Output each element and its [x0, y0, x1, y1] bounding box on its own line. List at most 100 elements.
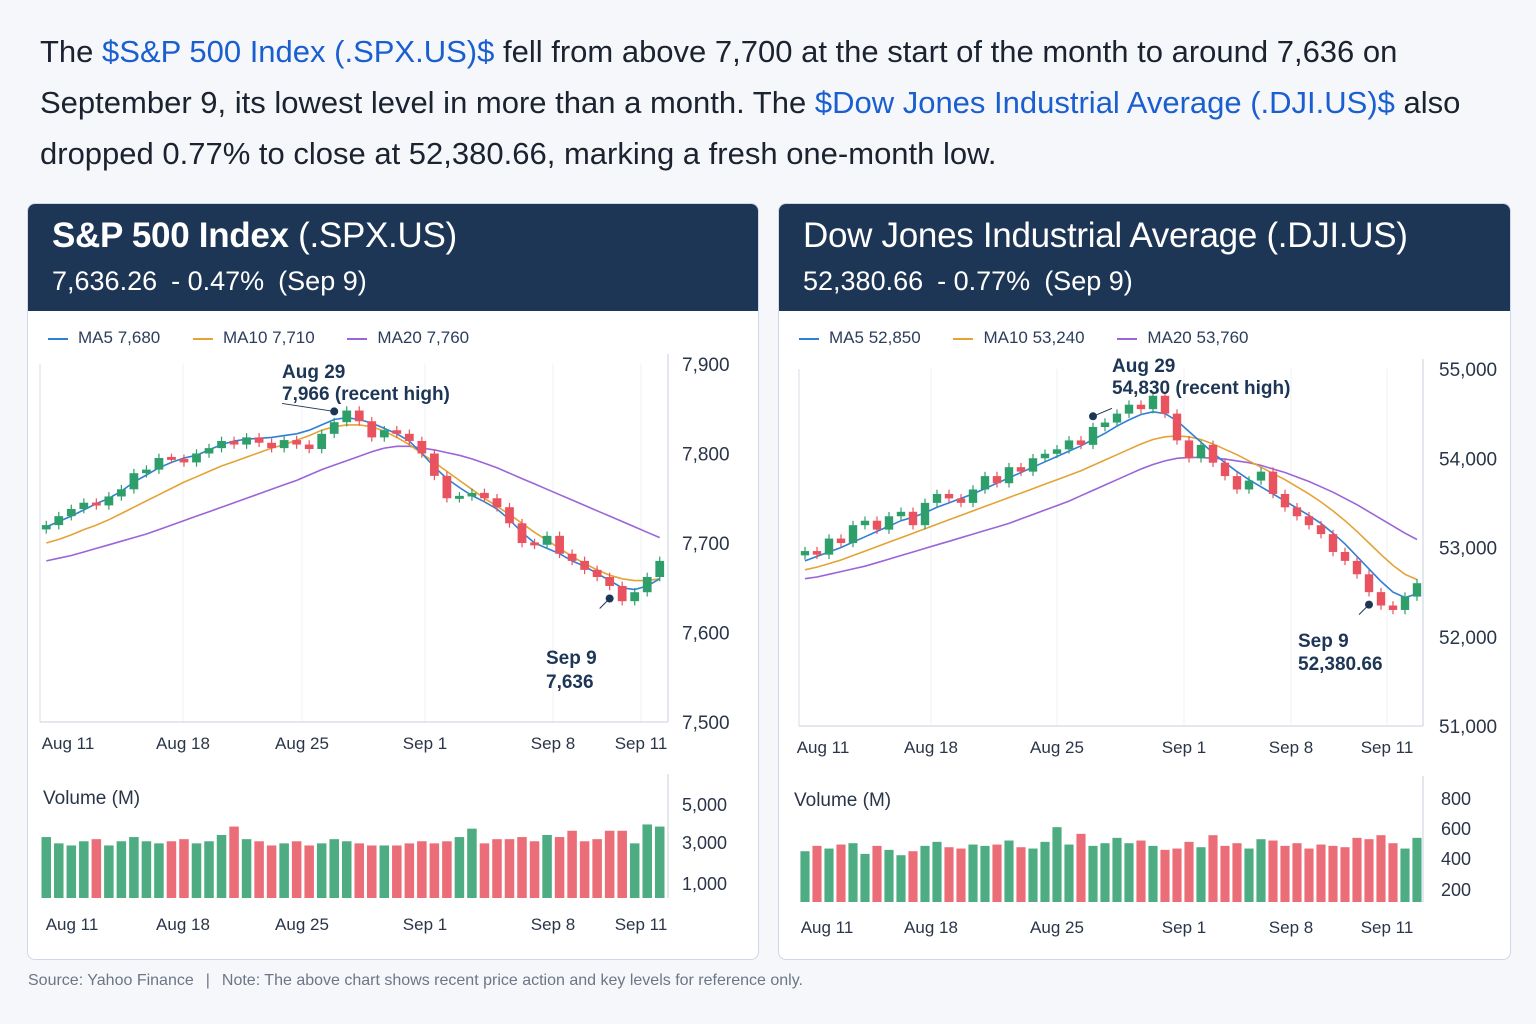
spx-candle-body	[580, 560, 590, 570]
dji-volume-bar	[1292, 843, 1302, 902]
dji-volume-bar	[968, 844, 978, 902]
dji-candle-body	[980, 476, 990, 490]
spx-volume-bar	[554, 837, 565, 898]
dji-candle-body	[968, 489, 978, 503]
spx-candle-body	[116, 489, 126, 497]
spx-volume-bar	[504, 839, 515, 898]
dji-candle-body	[944, 493, 954, 499]
dji-x-tick-label: Aug 18	[904, 738, 958, 757]
dji-high-leader	[1092, 407, 1113, 417]
spx-title: S&P 500 Index (.SPX.US)	[52, 216, 457, 256]
spx-volume-bar	[367, 845, 377, 898]
dji-chart-panel: Dow Jones Industrial Average (.DJI.US) 5…	[778, 203, 1511, 960]
dji-volume-tick-label: 400	[1441, 849, 1471, 869]
spx-candle-body	[392, 430, 402, 434]
spx-volume-bar	[154, 843, 164, 898]
dji-volume-bar	[1268, 840, 1278, 902]
dji-candle-body	[920, 502, 930, 526]
spx-ma5-legend: MA5 7,680	[48, 328, 160, 348]
spx-x-tick-label: Sep 8	[531, 734, 575, 753]
dji-volume-bar	[800, 851, 810, 902]
spx-candle-body	[555, 535, 564, 554]
spx-volume-bar	[642, 824, 652, 898]
dji-candle-body	[1268, 471, 1278, 494]
spx-ma10-value: 7,710	[272, 328, 315, 347]
dji-volume-tick-label: 200	[1441, 880, 1471, 900]
dji-volume-bar	[1412, 837, 1422, 902]
dji-ticker-link[interactable]: $Dow Jones Industrial Average (.DJI.US)$	[814, 85, 1395, 120]
headline-text-2: fell from above 7,700 at the start of th…	[40, 34, 1398, 120]
spx-volume-bar	[392, 845, 402, 898]
spx-candle-body	[229, 440, 239, 445]
spx-x-tick-label: Sep 11	[615, 734, 668, 753]
spx-volume-bar	[41, 837, 52, 898]
dji-volume-bar	[908, 851, 918, 902]
dji-candle-body	[872, 520, 882, 530]
dji-candle-body	[1340, 551, 1350, 561]
dji-candle-body	[1328, 534, 1338, 552]
spx-candle-body	[429, 453, 439, 476]
spx-volume-bar	[604, 830, 615, 898]
spx-y-tick-label: 7,800	[682, 445, 730, 466]
spx-candle-body	[354, 410, 364, 422]
spx-candle-body	[455, 495, 464, 499]
spx-ma20-legend: MA20 7,760	[347, 328, 469, 348]
spx-volume-bar	[442, 841, 452, 898]
dji-y-tick-label: 52,000	[1439, 628, 1497, 649]
dji-volume-bar	[824, 848, 834, 902]
dji-candle-body	[1412, 583, 1422, 597]
spx-x-tick-label: Aug 25	[275, 734, 329, 753]
dji-candle-body	[1100, 422, 1110, 428]
spx-candle-body	[129, 473, 139, 490]
spx-ticker-link[interactable]: $S&P 500 Index (.SPX.US)$	[102, 34, 495, 69]
dji-volume-x-tick-label: Sep 1	[1162, 918, 1206, 937]
spx-volume-bar	[654, 826, 665, 898]
dji-volume-bar	[1052, 827, 1062, 902]
spx-volume-bar	[517, 837, 527, 898]
dji-low-value: 52,380.66	[1298, 654, 1383, 675]
dji-panel-header: Dow Jones Industrial Average (.DJI.US) 5…	[779, 204, 1510, 311]
dji-x-tick-label: Sep 1	[1162, 738, 1206, 757]
dji-candle-body	[896, 511, 906, 517]
dji-candle-body	[1136, 404, 1146, 410]
dji-volume-bar	[1280, 845, 1290, 902]
spx-volume-bar	[329, 839, 339, 898]
dji-candle-body	[1076, 440, 1086, 445]
dji-candle-body	[1232, 476, 1242, 490]
spx-volume-bar	[592, 839, 602, 898]
spx-candle-body	[54, 516, 64, 526]
spx-ma20-value: 7,760	[426, 328, 470, 347]
spx-high-date: Aug 29	[282, 362, 345, 383]
dji-title-symbol: (.DJI.US)	[1266, 216, 1408, 255]
spx-volume-bar	[279, 843, 289, 898]
spx-volume-tick-label: 1,000	[682, 874, 727, 894]
spx-candle-body	[167, 456, 176, 460]
spx-candle-body	[505, 507, 514, 524]
spx-volume-bar	[579, 841, 590, 898]
dji-title: Dow Jones Industrial Average (.DJI.US)	[803, 216, 1408, 256]
dji-volume-x-tick-label: Aug 18	[904, 918, 958, 937]
spx-y-tick-label: 7,600	[682, 624, 730, 645]
spx-candle-body	[605, 577, 615, 586]
dji-volume-bar	[1340, 847, 1350, 902]
dji-candle-body	[1040, 453, 1050, 459]
spx-volume-bar	[116, 841, 127, 898]
dji-volume-bar	[1316, 844, 1326, 902]
spx-volume-bar	[316, 843, 327, 898]
spx-ma5-line	[45, 416, 661, 591]
dji-candle-body	[848, 525, 858, 544]
dji-ma20-value: 53,760	[1196, 328, 1249, 347]
spx-volume-bar	[304, 845, 314, 898]
dji-volume-bar	[944, 847, 954, 902]
spx-change: - 0.47%	[171, 266, 265, 296]
spx-ma5-value: 7,680	[117, 328, 161, 347]
spx-volume-bar	[191, 843, 202, 898]
spx-volume-bar	[54, 843, 64, 898]
dji-x-tick-label: Sep 8	[1269, 738, 1313, 757]
spx-volume-bar	[141, 841, 152, 898]
footer: Source: Yahoo Finance | Note: The above ch…	[28, 972, 803, 990]
dji-volume-bar	[812, 845, 822, 902]
spx-volume-bar	[166, 841, 177, 898]
spx-low-value: 7,636	[546, 672, 594, 693]
spx-title-name: S&P 500 Index	[52, 216, 289, 255]
